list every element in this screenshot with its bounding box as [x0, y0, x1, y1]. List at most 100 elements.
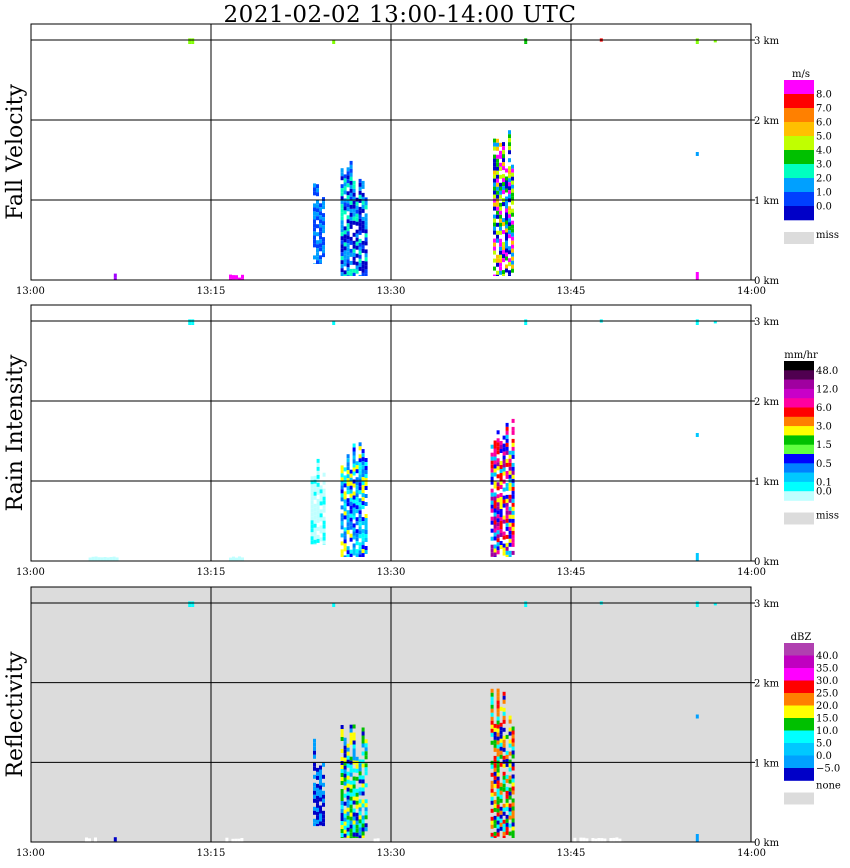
echo-cell: [493, 178, 496, 183]
echo-cell: [343, 753, 347, 758]
echo-cell: [499, 782, 503, 787]
echo-cell: [499, 754, 503, 759]
echo-cell: [340, 821, 344, 825]
echo-cell: [499, 166, 502, 171]
echo-cell: [340, 797, 344, 801]
echo-cell: [355, 553, 359, 557]
echo-cell: [358, 807, 362, 812]
echo-cell: [340, 817, 344, 821]
echo-cell: [511, 746, 515, 751]
echo-cell: [502, 447, 506, 452]
echo-cell: [343, 483, 347, 488]
echo-cell: [343, 174, 347, 179]
echo-cell: [352, 208, 356, 213]
echo-cell: [499, 266, 502, 271]
echo-cell: [511, 798, 515, 803]
echo-cell: [319, 781, 322, 786]
echo-cell: [361, 739, 365, 744]
echo-cell: [502, 463, 506, 468]
echo-cell: [355, 501, 359, 506]
colorbar-swatch: [784, 491, 814, 501]
echo-cell: [505, 494, 509, 499]
echo-cell: [505, 550, 509, 555]
echo-cell: [358, 815, 362, 820]
echo-cell: [358, 186, 362, 191]
echo-cell: [364, 514, 368, 518]
echo-cell: [235, 557, 238, 561]
echo-cell: [313, 798, 316, 803]
echo-cell: [511, 530, 515, 535]
echo-cell: [364, 225, 368, 230]
echo-cell: [490, 824, 494, 829]
echo-cell: [352, 756, 356, 761]
echo-cell: [496, 166, 499, 171]
echo-cell: [496, 752, 500, 757]
echo-cell: [499, 473, 503, 477]
echo-cell: [490, 688, 494, 693]
echo-cell: [322, 241, 325, 246]
echo-cell: [505, 232, 508, 237]
echo-cell: [496, 138, 499, 143]
echo-cell: [346, 819, 350, 824]
echo-cell: [505, 462, 509, 467]
echo-cell: [358, 470, 362, 475]
echo-cell: [364, 811, 368, 816]
echo-cell: [496, 274, 499, 276]
echo-cell: [358, 246, 362, 251]
echo-cell: [349, 501, 353, 506]
echo-cell: [496, 202, 499, 207]
echo-cell: [490, 784, 494, 789]
x-tick-label: 14:00: [737, 286, 766, 297]
echo-cell: [499, 505, 503, 509]
echo-cell: [505, 252, 508, 257]
echo-cell: [493, 779, 497, 784]
echo-cell: [364, 522, 368, 526]
echo-cell: [364, 747, 368, 752]
echo-cell: [508, 218, 511, 223]
echo-cell: [313, 515, 317, 520]
echo-cell: [340, 813, 344, 817]
echo-cell: [490, 796, 494, 801]
echo-cell: [225, 837, 229, 842]
echo-cell: [355, 529, 359, 534]
echo-cell: [340, 533, 344, 538]
echo-cell: [490, 788, 494, 793]
echo-cell: [490, 456, 494, 461]
echo-cell: [508, 466, 512, 471]
colorbar-label: 0.0: [816, 487, 832, 498]
echo-cell: [573, 837, 577, 842]
echo-cell: [499, 738, 503, 743]
echo-cell: [103, 557, 107, 561]
echo-cell: [505, 798, 509, 803]
echo-cell: [502, 258, 505, 263]
echo-cell: [511, 454, 515, 459]
echo-cell: [231, 838, 235, 842]
echo-cell: [340, 757, 344, 761]
echo-cell: [502, 759, 506, 764]
echo-cell: [505, 224, 508, 229]
echo-cell: [332, 603, 336, 607]
echo-cell: [322, 818, 325, 823]
echo-cell: [343, 745, 347, 750]
echo-cell: [316, 767, 319, 772]
echo-cell: [340, 825, 344, 829]
echo-cell: [508, 258, 511, 263]
echo-cell: [361, 731, 365, 736]
echo-cell: [508, 486, 512, 491]
echo-cell: [496, 720, 500, 725]
echo-cell: [511, 252, 514, 257]
colorbar-swatch: [784, 655, 814, 669]
echo-cell: [340, 236, 344, 241]
echo-cell: [502, 154, 505, 159]
echo-cell: [346, 462, 350, 467]
echo-cell: [355, 836, 359, 838]
echo-cell: [490, 780, 494, 785]
x-tick-label: 13:15: [197, 848, 226, 859]
echo-cell: [352, 451, 356, 456]
echo-cell: [505, 510, 509, 515]
echo-cell: [502, 451, 506, 456]
echo-cell: [361, 819, 365, 824]
echo-cell: [358, 534, 362, 539]
echo-cell: [343, 785, 347, 790]
echo-cell: [349, 724, 353, 729]
